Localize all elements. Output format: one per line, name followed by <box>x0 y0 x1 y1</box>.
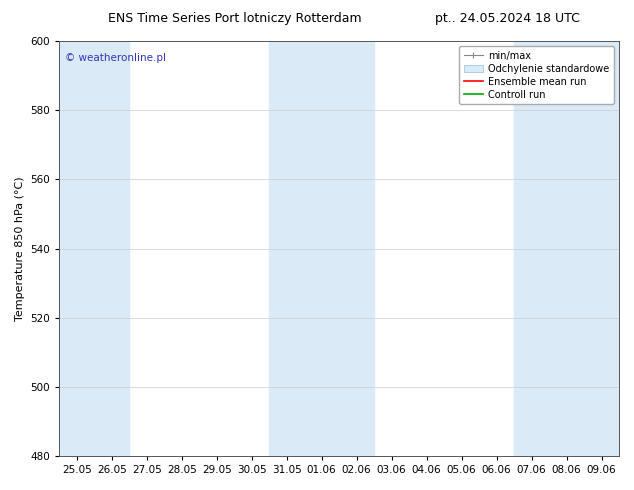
Legend: min/max, Odchylenie standardowe, Ensemble mean run, Controll run: min/max, Odchylenie standardowe, Ensembl… <box>459 46 614 104</box>
Bar <box>514 41 619 456</box>
Bar <box>60 41 129 456</box>
Y-axis label: Temperature 850 hPa (°C): Temperature 850 hPa (°C) <box>15 176 25 321</box>
Bar <box>269 41 374 456</box>
Text: © weatheronline.pl: © weatheronline.pl <box>65 53 166 64</box>
Text: ENS Time Series Port lotniczy Rotterdam: ENS Time Series Port lotniczy Rotterdam <box>108 12 361 25</box>
Text: pt.. 24.05.2024 18 UTC: pt.. 24.05.2024 18 UTC <box>435 12 579 25</box>
